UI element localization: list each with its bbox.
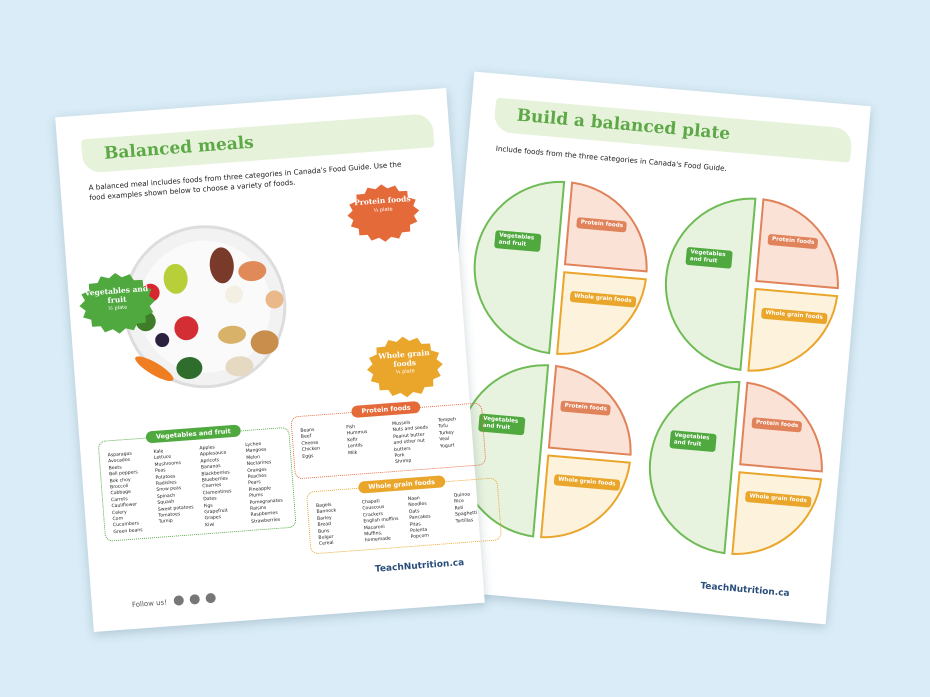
logo: TeachNutrition.ca: [699, 581, 790, 600]
follow-label: Follow us!: [131, 598, 168, 610]
pasta: [218, 325, 246, 344]
grains-section: [747, 287, 839, 372]
list-heading: Whole grain foods: [357, 475, 446, 494]
beef: [209, 247, 234, 284]
vegetables-section: [648, 381, 741, 555]
list-column: Asparagus Avocados Beets Bell peppers Bok ch…: [108, 451, 152, 537]
list-column: Beans Beef Cheese Chicken Eggs: [300, 426, 341, 474]
list-column: Chapati Couscous Crackers English muffins Ma…: [362, 498, 403, 546]
food-item: Cereal: [318, 541, 334, 548]
list-column: Fish Hummus Kefir Lentils Milk: [346, 423, 387, 471]
blueberries: [155, 333, 170, 348]
social-icon[interactable]: [173, 595, 185, 606]
badge-text: Whole grain foods ¼ plate: [372, 348, 438, 379]
list-column: Apples Applesauce Apricots Bananas Blackberr…: [199, 444, 243, 530]
food-item: Muffins, homemade: [364, 531, 392, 544]
salmon: [238, 261, 267, 282]
build-plate-sheet: Build a balanced plate Include foods fro…: [429, 71, 871, 625]
food-list: Protein foods Beans Beef Cheese Chicken Eggs F…: [290, 400, 487, 480]
grains-section: [540, 454, 631, 539]
egg: [265, 290, 284, 309]
rice: [225, 356, 254, 377]
badge-burst: [79, 272, 156, 334]
plate-illustration: [79, 184, 443, 398]
bagel: [250, 330, 279, 355]
list-column: Kale Lettuce Mushrooms Peas Potatoes Radishes…: [153, 447, 197, 533]
list-column: Lychee Mangoes Melon Nectarines Oranges Peach…: [245, 440, 289, 526]
food-item: Shrimp: [394, 459, 412, 466]
logo: TeachNutrition.ca: [374, 558, 465, 575]
badge-burst: [347, 184, 420, 242]
pear: [163, 263, 188, 294]
badge-text: Vegetables and fruit ½ plate: [84, 283, 150, 315]
grains-section: [731, 471, 823, 555]
grains-section: [556, 271, 648, 355]
list-column: Bagels Bannock Barley Bread Buns Bulgur Cereal: [316, 501, 357, 549]
balanced-meals-sheet: Balanced meals A balanced meal includes …: [55, 88, 503, 632]
list-column: Naan Noodles Oats Pancakes Pitas Polenta Popco…: [408, 494, 449, 542]
social-icon[interactable]: [189, 593, 201, 605]
food-item: Popcorn: [410, 534, 430, 541]
spinach: [176, 357, 203, 380]
list-column: Tempeh Tofu Turkey Veal Yogurt: [438, 416, 479, 464]
social-icon[interactable]: [205, 592, 217, 604]
badge-burst: [367, 336, 443, 398]
badge-label: Vegetables and fruit: [84, 283, 149, 305]
list-column: Mussels Nuts and seeds Peanut butter and o…: [392, 419, 433, 467]
apple: [174, 316, 199, 341]
badge-label: Whole grain foods: [377, 348, 430, 369]
food-list: Vegetables and fruit Asparagus Avocados Bee…: [97, 424, 297, 543]
vegetables-section: [664, 197, 757, 372]
milk: [224, 285, 243, 304]
food-item: Turnip: [158, 519, 173, 526]
food-list: Whole grain foods Bagels Bannock Barley Brea…: [305, 475, 503, 555]
carrot: [135, 356, 174, 382]
list-column: Quinoa Rice Roti Spaghetti Tortillas: [454, 491, 495, 539]
vegetables-section: [473, 180, 566, 355]
